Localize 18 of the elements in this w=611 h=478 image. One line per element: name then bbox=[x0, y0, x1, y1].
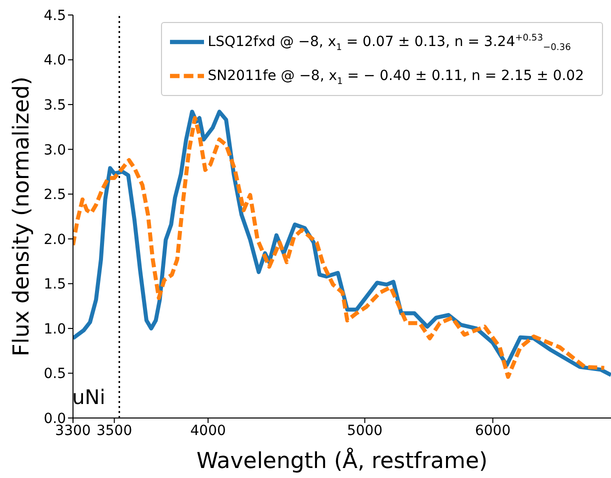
legend-label: SN2011fe @ −8, x$_{1}$ = − 0.40 ± 0.11, n = 2.15 ± 0.02 bbox=[208, 68, 584, 87]
y-tick-label: 0.5 bbox=[44, 366, 66, 382]
x-tick-label: 4000 bbox=[190, 422, 226, 439]
y-tick-label: 1.5 bbox=[44, 276, 66, 293]
y-axis-title: Flux density (normalized) bbox=[10, 76, 34, 356]
x-tick-label: 5000 bbox=[346, 422, 383, 439]
y-tick-label: 3.5 bbox=[44, 98, 66, 114]
y-tick-label: 4.0 bbox=[44, 52, 66, 69]
x-axis-title: Wavelength (Å, restframe) bbox=[196, 447, 488, 474]
y-tick-label: 2.5 bbox=[44, 187, 66, 204]
x-tick-label: 6000 bbox=[474, 422, 511, 439]
y-tick-label: 3.0 bbox=[44, 142, 66, 158]
y-tick-label: 1.0 bbox=[44, 321, 66, 338]
y-tick-label: 4.5 bbox=[44, 8, 66, 24]
x-tick-label: 3300 bbox=[55, 422, 91, 439]
x-tick-label: 3500 bbox=[96, 422, 132, 439]
y-tick-label: 2.0 bbox=[44, 232, 66, 248]
ref-line-label: uNi bbox=[72, 385, 106, 409]
